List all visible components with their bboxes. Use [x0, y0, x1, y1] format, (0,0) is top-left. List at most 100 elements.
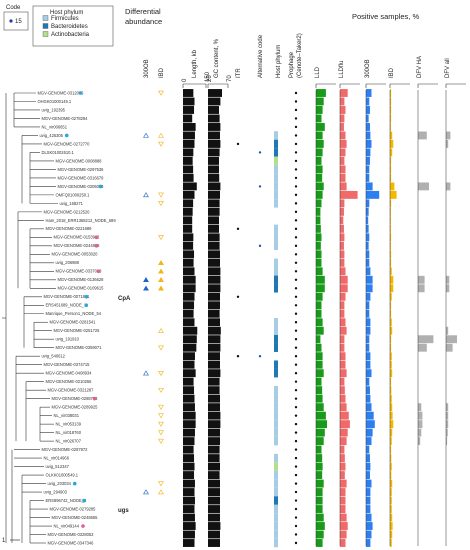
- positive-samples-bar: [316, 420, 327, 429]
- length-bar: [183, 165, 194, 174]
- genome-label: MGV-GENOME-0221689: [46, 226, 93, 231]
- gc-bar: [208, 369, 221, 378]
- code-legend-dot-icon: [9, 19, 13, 23]
- gc-bar: [208, 394, 220, 403]
- length-header: Length, kb: [192, 49, 198, 78]
- length-bar: [183, 301, 195, 310]
- positive-samples-bar: [340, 377, 345, 386]
- positive-samples-bar: [340, 454, 345, 463]
- positive-samples-bar: [316, 539, 323, 547]
- host-phylum-cell: [274, 267, 278, 276]
- alt-code-dot: [258, 151, 262, 154]
- gc-bar: [208, 233, 220, 242]
- genome-label: NL_vir038031: [54, 413, 80, 418]
- length-bar: [183, 505, 195, 513]
- host-phylum-cell: [274, 504, 278, 514]
- positive-samples-bar: [390, 411, 393, 420]
- positive-col-header: 300OB: [365, 59, 371, 78]
- positive-samples-bar: [366, 428, 373, 437]
- prophage-dot: [294, 414, 298, 417]
- phylum-legend-label: Firmicutes: [51, 16, 79, 22]
- length-bar: [183, 106, 195, 114]
- length-bar: [183, 454, 195, 463]
- positive-samples-bar: [366, 275, 373, 284]
- positive-samples-bar: [316, 352, 323, 361]
- down-triangle-icon: [158, 90, 164, 96]
- up-triangle-icon: [158, 260, 164, 266]
- positive-samples-bar: [366, 488, 371, 497]
- genome-label: MGV-GENOME-0251725: [54, 328, 101, 333]
- positive-samples-bar: [340, 437, 347, 446]
- host-phylum-cell: [274, 479, 278, 488]
- host-phylum-cell: [274, 428, 278, 437]
- positive-samples-bar: [446, 335, 457, 344]
- gc-bar: [208, 106, 219, 114]
- length-bar: [183, 267, 195, 276]
- positive-samples-bar: [316, 522, 325, 530]
- prophage-dot: [294, 338, 298, 341]
- genome-label: MGV-GENOME-0279285: [50, 506, 97, 511]
- prophage-dot: [294, 304, 298, 307]
- length-tick-label: 150: [205, 71, 211, 82]
- length-bar: [183, 488, 195, 497]
- positive-samples-bar: [366, 326, 371, 335]
- positive-samples-bar: [390, 156, 392, 165]
- positive-samples-bar: [316, 182, 324, 191]
- host-phylum-cell: [274, 233, 278, 242]
- host-phylum-cell: [274, 148, 278, 157]
- host-phylum-cell: [274, 368, 278, 378]
- positive-samples-bar: [390, 148, 393, 157]
- positive-samples-bar: [340, 148, 346, 157]
- host-phylum-cell: [274, 326, 278, 335]
- positive-samples-bar: [340, 420, 350, 429]
- positive-samples-bar: [340, 224, 344, 233]
- genome-label: MGV-GENOME-0321287: [48, 388, 95, 393]
- host-phylum-cell: [274, 224, 278, 234]
- genome-label: MGV-GENOME-0008888: [56, 158, 103, 163]
- positive-samples-bar: [316, 233, 322, 242]
- positive-samples-bar: [366, 199, 370, 208]
- genome-label: MGV-GENOME-0408934: [46, 371, 93, 376]
- length-bar: [183, 233, 194, 242]
- code-dot-icon: [92, 396, 97, 401]
- length-bar: [183, 394, 195, 403]
- length-bar: [183, 437, 195, 446]
- gc-bar: [208, 309, 220, 318]
- genome-label: NL_vir014966: [44, 455, 70, 460]
- host-phylum-cell: [274, 470, 278, 480]
- host-phylum-cell: [274, 496, 278, 505]
- positive-samples-bar: [340, 309, 345, 318]
- positive-samples-bar: [390, 207, 391, 216]
- genome-label: MGV-GENOME-0248655: [52, 515, 99, 520]
- positive-samples-bar: [366, 386, 370, 395]
- genome-label: ERS451689_NODE_11: [46, 303, 89, 308]
- positive-samples-bar: [366, 394, 371, 403]
- positive-samples-bar: [390, 89, 392, 97]
- itr-dot: [236, 355, 240, 358]
- positive-samples-bar: [390, 369, 393, 378]
- positive-samples-bar: [390, 173, 392, 182]
- code-dot-icon: [84, 303, 89, 308]
- host-phylum-cell: [274, 453, 278, 463]
- gc-bar: [208, 250, 220, 259]
- positive-samples-bar: [390, 309, 392, 318]
- positive-samples-bar: [366, 496, 371, 505]
- positive-samples-bar: [390, 471, 392, 480]
- positive-samples-bar: [390, 352, 392, 361]
- length-bar: [183, 352, 195, 361]
- host-phylum-cell: [274, 360, 278, 369]
- host-phylum-cell: [274, 165, 278, 174]
- positive-samples-bar: [390, 190, 397, 199]
- prophage-dot: [294, 524, 298, 528]
- up-triangle-icon: [143, 192, 149, 198]
- positive-samples-bar: [390, 250, 392, 259]
- positive-samples-bar: [316, 462, 323, 471]
- host-phylum-cell: [274, 241, 278, 251]
- positive-samples-bar: [390, 360, 392, 369]
- positive-samples-bar: [316, 173, 323, 182]
- positive-col-header: LLDflu: [339, 61, 345, 78]
- positive-samples-bar: [316, 343, 322, 352]
- positive-samples-bar: [340, 165, 346, 174]
- code-dot-icon: [94, 244, 99, 248]
- positive-samples-bar: [390, 539, 392, 547]
